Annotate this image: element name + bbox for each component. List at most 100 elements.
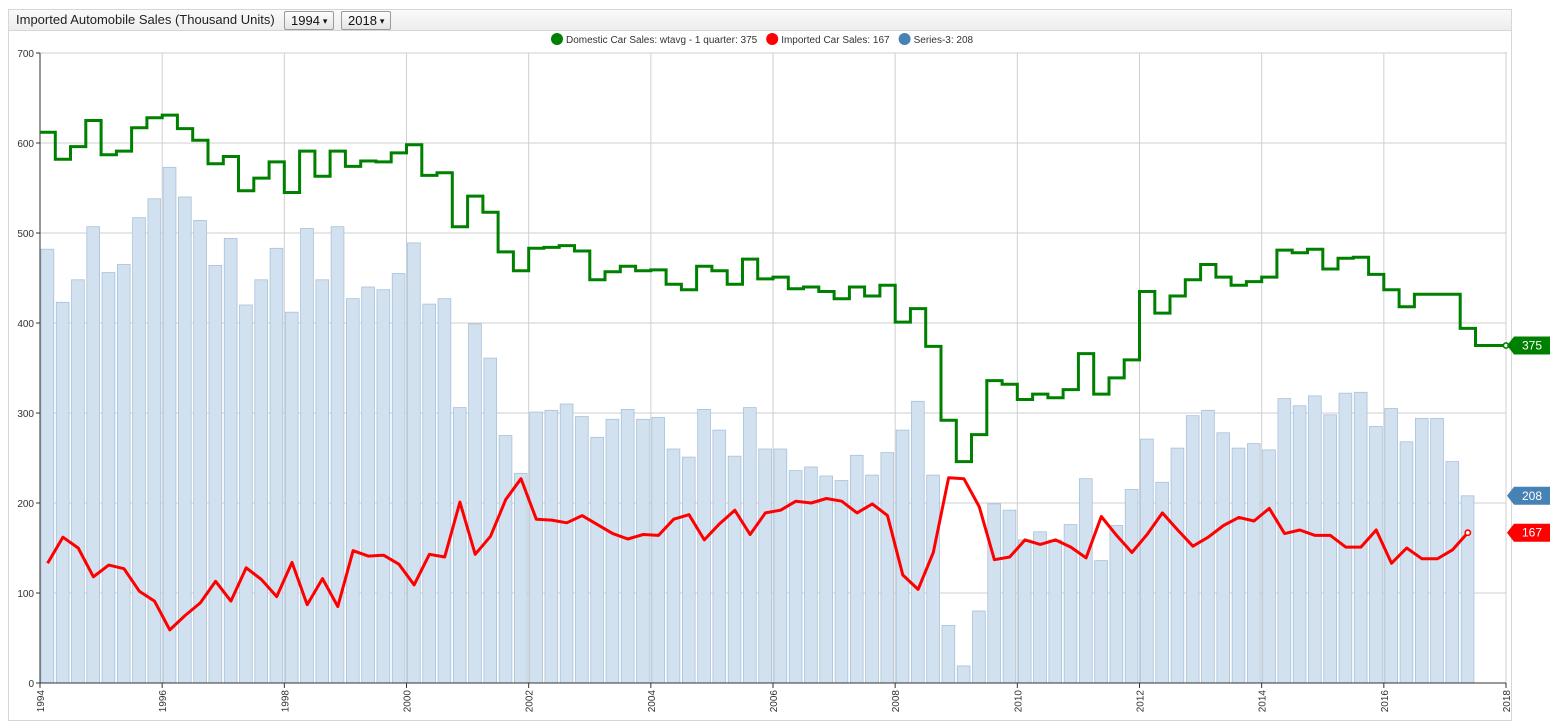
series-3-bar: [834, 480, 849, 684]
legend-label[interactable]: Series-3: 208: [914, 35, 974, 46]
series-3-bar: [1277, 398, 1292, 684]
legend-marker: [551, 33, 563, 45]
chart-title: Imported Automobile Sales (Thousand Unit…: [16, 12, 275, 27]
series-3-bar: [972, 610, 986, 684]
series-3-bar: [727, 455, 742, 684]
series-3-bar: [1430, 417, 1444, 684]
series-3-bar: [712, 429, 727, 684]
series-3-bar: [1170, 447, 1185, 684]
series-3-bar: [452, 407, 467, 684]
legend-label[interactable]: Domestic Car Sales: wtavg - 1 quarter: 3…: [566, 35, 758, 46]
series-3-bar: [681, 456, 696, 684]
legend-label[interactable]: Imported Car Sales: 167: [781, 35, 890, 46]
series-3-bar: [620, 408, 635, 684]
x-tick-label: 2016: [1380, 690, 1391, 713]
series-3-bar: [223, 237, 238, 684]
x-tick-label: 2008: [891, 690, 902, 713]
x-tick-label: 1996: [158, 690, 169, 713]
series-3-bar: [544, 409, 559, 684]
series-3-bar: [239, 304, 253, 684]
series-3-bar: [40, 248, 55, 684]
x-tick-label: 2014: [1258, 690, 1269, 713]
series-3-bar: [1460, 495, 1475, 684]
y-tick-label: 300: [17, 409, 34, 420]
series-3-bar: [804, 466, 818, 684]
series-3-bar: [636, 418, 650, 684]
series-3-bar: [330, 226, 345, 684]
x-tick-label: 2000: [403, 690, 414, 713]
series-3-bar: [575, 416, 589, 684]
series-3-bar: [55, 301, 70, 684]
x-tick-label: 1994: [36, 690, 47, 713]
series-3-bar: [284, 311, 299, 684]
series-3-bar: [926, 474, 940, 684]
imported-car-sales-line: [46, 476, 1469, 632]
series-3-bar: [1338, 392, 1353, 684]
series-lines: [40, 113, 1510, 632]
series-3-bar: [1185, 415, 1200, 684]
series-3-bar: [605, 418, 620, 684]
series-3-bar: [422, 303, 436, 684]
series-3-value-badge-text: 208: [1522, 489, 1542, 503]
series-3-bar: [1369, 426, 1383, 684]
y-tick-label: 500: [17, 229, 34, 240]
series-3-bar: [208, 264, 223, 684]
series-3-bar: [513, 472, 528, 684]
series-3-bar: [269, 247, 284, 684]
series-3-bar: [1033, 531, 1047, 684]
series-3-bar: [346, 298, 360, 684]
series-3-bar: [1246, 443, 1261, 684]
domestic-value-badge: 375: [1507, 336, 1550, 355]
series-3-bar: [1384, 408, 1399, 684]
series-3-bar: [941, 625, 956, 684]
domestic-value-badge-text: 375: [1522, 339, 1542, 353]
y-tick-label: 400: [17, 319, 34, 330]
series-3-bar: [1048, 539, 1063, 684]
end-year-value: 2018: [348, 13, 377, 28]
series-3-bar: [1399, 441, 1414, 684]
domestic-value-badge-shape: [1507, 336, 1550, 355]
series-3-value-badge: 208: [1507, 486, 1550, 505]
series-3-bar: [193, 219, 207, 684]
series-3-bar: [1292, 405, 1307, 684]
series-3-bar: [71, 279, 85, 684]
series-3-bar: [407, 242, 421, 684]
series-3-bar: [590, 436, 604, 684]
start-year-dropdown[interactable]: 1994 ▾: [284, 11, 335, 30]
series-3-bar: [300, 228, 314, 684]
series-3-bar: [819, 475, 833, 684]
series-3-bar: [101, 272, 116, 684]
series-3-bar: [498, 435, 513, 684]
series-3-bar: [1414, 417, 1429, 684]
series-3-bar: [1308, 395, 1322, 684]
imported-value-badge: 167: [1507, 523, 1550, 542]
legend: Domestic Car Sales: wtavg - 1 quarter: 3…: [551, 33, 974, 46]
legend-marker: [898, 33, 911, 45]
series-3-bar: [529, 411, 543, 684]
series-3-bar: [849, 454, 864, 684]
y-tick-label: 0: [28, 679, 34, 690]
series-3-bar: [743, 407, 757, 684]
series-3-bar: [758, 448, 772, 684]
series-3-bar: [1109, 525, 1124, 684]
start-year-value: 1994: [291, 13, 320, 28]
series-3-bar: [1140, 438, 1154, 684]
x-tick-label: 2002: [525, 690, 536, 713]
x-tick-label: 2006: [769, 690, 780, 713]
series-3-bar: [1094, 560, 1108, 684]
series-3-bar: [666, 448, 681, 684]
series-3-bar: [376, 289, 391, 684]
series-3-value-badge-shape: [1507, 486, 1550, 505]
series-3-bar: [162, 166, 177, 684]
series-3-bar: [1002, 509, 1017, 684]
series-3-bar: [1445, 461, 1460, 684]
series-3-bar: [1262, 449, 1276, 684]
chevron-down-icon: ▾: [322, 16, 328, 26]
series-3-bar: [1124, 489, 1139, 684]
imported-last-point: [1464, 529, 1472, 537]
y-tick-label: 600: [17, 139, 34, 150]
y-tick-label: 100: [17, 589, 34, 600]
end-year-dropdown[interactable]: 2018 ▾: [341, 11, 392, 30]
series-3-bar: [1201, 409, 1215, 684]
